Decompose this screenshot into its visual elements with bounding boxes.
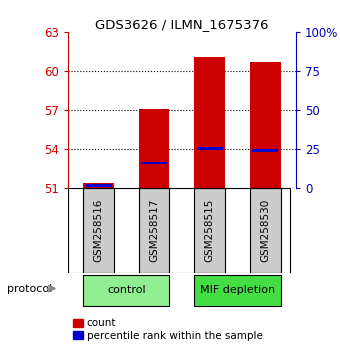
Text: GSM258517: GSM258517 <box>149 198 159 262</box>
Bar <box>139 109 169 188</box>
Text: protocol: protocol <box>7 284 52 293</box>
Text: GSM258530: GSM258530 <box>260 199 270 262</box>
Title: GDS3626 / ILMN_1675376: GDS3626 / ILMN_1675376 <box>95 18 269 31</box>
Legend: count, percentile rank within the sample: count, percentile rank within the sample <box>73 318 262 341</box>
Bar <box>141 161 167 164</box>
Text: GSM258516: GSM258516 <box>94 198 104 262</box>
Bar <box>83 275 169 306</box>
Bar <box>194 275 280 306</box>
Text: MIF depletion: MIF depletion <box>200 285 275 295</box>
Bar <box>83 183 114 188</box>
Bar <box>250 188 280 273</box>
Bar <box>194 57 225 188</box>
Text: GSM258515: GSM258515 <box>205 198 215 262</box>
Bar <box>194 188 225 273</box>
Bar <box>252 149 278 152</box>
Bar <box>250 62 280 188</box>
Bar <box>197 147 223 150</box>
Bar <box>86 184 112 187</box>
Bar <box>139 188 169 273</box>
Text: control: control <box>107 285 146 295</box>
Bar <box>83 188 114 273</box>
